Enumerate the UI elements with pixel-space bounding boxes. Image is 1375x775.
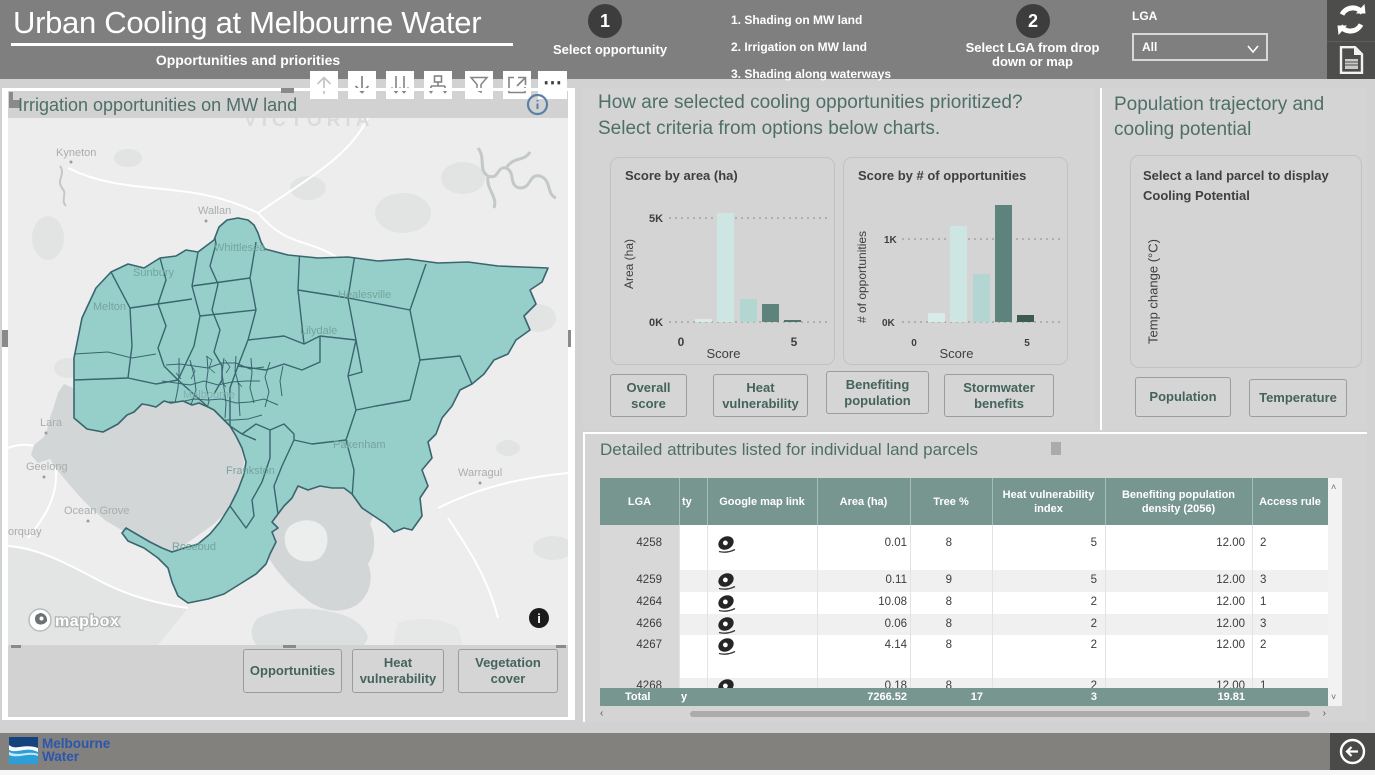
svg-text:Melbourne: Melbourne [183, 389, 235, 401]
svg-text:5: 5 [791, 335, 798, 349]
svg-text:5K: 5K [649, 213, 663, 225]
svg-text:0K: 0K [649, 317, 663, 329]
svg-text:Whittlesea: Whittlesea [214, 242, 266, 254]
svg-text:1K: 1K [884, 235, 898, 246]
svg-text:Melton: Melton [93, 301, 126, 313]
svg-text:Frankston: Frankston [226, 465, 275, 477]
svg-text:Kyneton: Kyneton [56, 147, 96, 159]
svg-text:Lilydale: Lilydale [300, 325, 337, 337]
svg-text:0: 0 [678, 335, 685, 349]
svg-text:Wallan: Wallan [198, 205, 231, 217]
svg-text:orquay: orquay [8, 526, 42, 538]
svg-text:VICTORIA: VICTORIA [244, 118, 374, 131]
svg-text:Pakenham: Pakenham [333, 439, 386, 451]
svg-text:0K: 0K [882, 318, 896, 329]
svg-text:mapbox: mapbox [55, 613, 119, 630]
svg-text:Healesville: Healesville [338, 289, 391, 301]
svg-text:# of opportunities: # of opportunities [855, 231, 869, 323]
svg-text:Ocean Grove: Ocean Grove [64, 505, 129, 517]
svg-text:Rosebud: Rosebud [172, 541, 216, 553]
svg-text:Sunbury: Sunbury [133, 267, 174, 279]
svg-text:Geelong: Geelong [26, 461, 68, 473]
svg-text:Warragul: Warragul [458, 467, 502, 479]
svg-text:Area (ha): Area (ha) [622, 239, 636, 289]
svg-text:0: 0 [911, 338, 917, 349]
svg-text:i: i [537, 611, 541, 626]
svg-text:Lara: Lara [40, 417, 63, 429]
svg-text:5: 5 [1024, 338, 1030, 349]
